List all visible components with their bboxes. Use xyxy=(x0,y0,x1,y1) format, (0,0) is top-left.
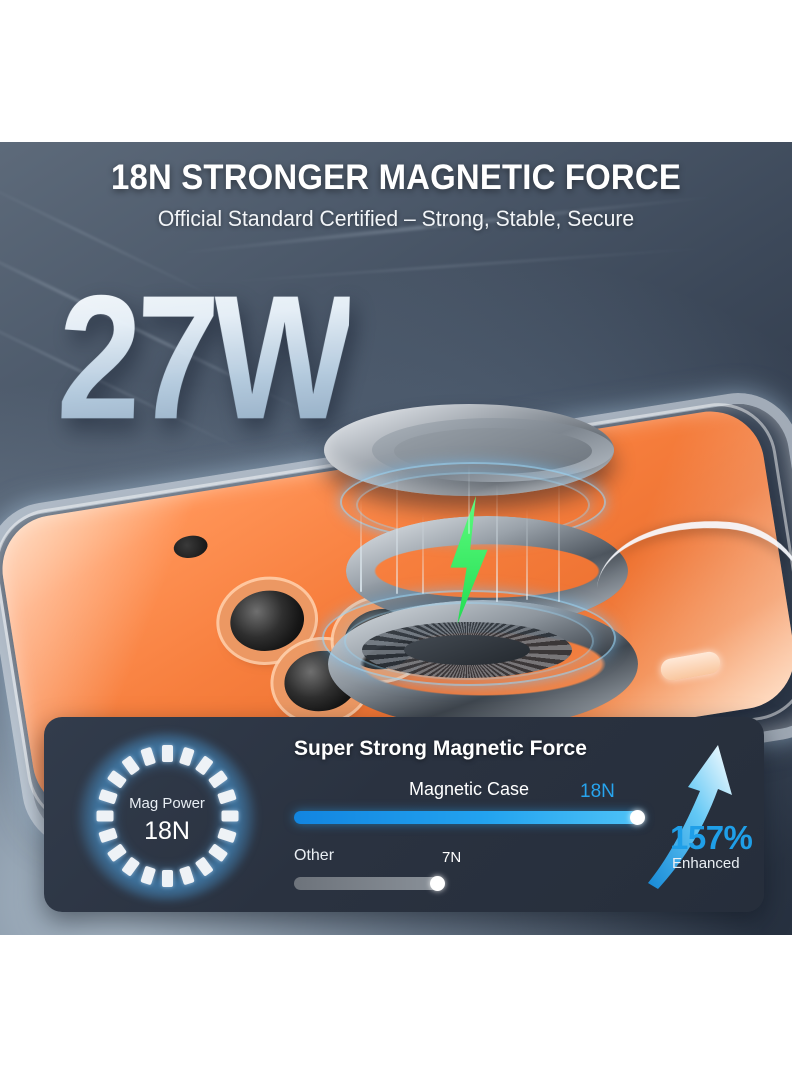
upward-arrow-icon xyxy=(648,745,732,889)
spark-line xyxy=(526,508,528,600)
gauge-tick xyxy=(194,755,214,776)
gauge-tick xyxy=(120,755,140,776)
bar-knob xyxy=(630,810,645,825)
gauge-tick-ring xyxy=(92,745,242,887)
energy-halo xyxy=(344,602,594,680)
panel-title: Super Strong Magnetic Force xyxy=(294,737,587,760)
spark-line xyxy=(558,478,560,602)
enhancement-caption: Enhanced xyxy=(672,855,740,872)
gauge-tick xyxy=(139,865,156,886)
gauge-tick xyxy=(178,865,195,886)
bar-other xyxy=(294,876,445,891)
enhancement-indicator: 157% Enhanced xyxy=(644,741,764,891)
spark-line xyxy=(360,500,362,592)
gauge-tick xyxy=(207,843,228,863)
gauge-tick xyxy=(194,856,214,877)
mag-power-gauge: Mag Power 18N xyxy=(78,733,256,901)
page-subtitle: Official Standard Certified – Strong, St… xyxy=(157,206,635,231)
gauge-tick xyxy=(120,856,140,877)
spark-line xyxy=(468,464,470,534)
comparison-panel: Mag Power 18N Super Strong Magnetic Forc… xyxy=(44,717,764,912)
bar-label-other: Other xyxy=(294,847,335,864)
gauge-tick xyxy=(139,746,156,767)
gauge-tick xyxy=(207,769,228,789)
bar-value-other: 7N xyxy=(442,849,462,866)
enhancement-percent: 157% xyxy=(670,819,753,856)
gauge-tick xyxy=(161,745,173,762)
gauge-tick xyxy=(178,746,195,767)
gauge-tick xyxy=(106,843,127,863)
gauge-tick xyxy=(106,769,127,789)
page-title: 18N STRONGER MAGNETIC FORCE xyxy=(111,158,681,197)
spark-line xyxy=(496,484,498,602)
spark-line xyxy=(422,514,424,594)
gauge-label: Mag Power xyxy=(129,795,205,812)
charger-stack xyxy=(300,404,638,728)
bar-value-magnetic-case: 18N xyxy=(580,781,615,802)
hero-banner: 18N STRONGER MAGNETIC FORCE Official Sta… xyxy=(0,142,792,935)
gauge-value: 18N xyxy=(144,817,190,845)
bar-label-magnetic-case: Magnetic Case xyxy=(408,779,530,799)
gauge-tick xyxy=(161,870,173,887)
bar-knob xyxy=(430,876,445,891)
bar-magnetic-case xyxy=(294,810,645,825)
spark-line xyxy=(396,474,398,594)
